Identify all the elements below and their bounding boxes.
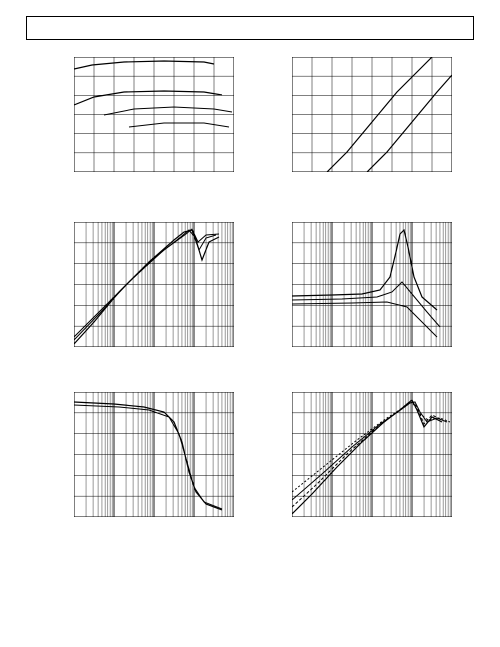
- chart-top-left: [74, 57, 234, 172]
- chart-mid-right-svg: [292, 222, 452, 347]
- chart-top-left-svg: [74, 57, 234, 172]
- chart-top-right-svg: [292, 57, 452, 172]
- chart-bot-right: [292, 392, 452, 517]
- chart-bot-left-svg: [74, 392, 234, 517]
- chart-top-right: [292, 57, 452, 172]
- chart-bot-right-svg: [292, 392, 452, 517]
- chart-mid-right: [292, 222, 452, 347]
- chart-bot-left: [74, 392, 234, 517]
- header-box: [26, 16, 474, 40]
- chart-mid-left-svg: [74, 222, 234, 347]
- chart-mid-left: [74, 222, 234, 347]
